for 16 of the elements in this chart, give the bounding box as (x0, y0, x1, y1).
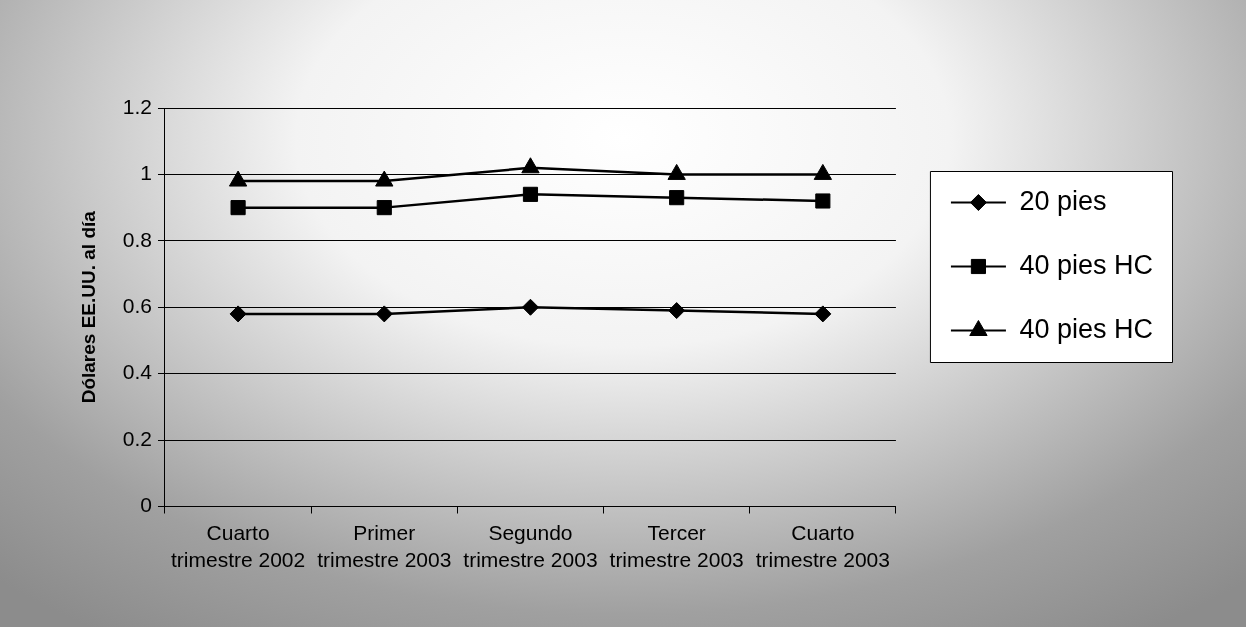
x-tick-label: Primer trimestre 2003 (317, 521, 452, 571)
x-tick-label: Segundo trimestre 2003 (463, 521, 598, 571)
legend-label: 40 pies HC (1019, 249, 1154, 280)
legend-label: 40 pies HC (1019, 313, 1154, 344)
x-tick-label: Tercer trimestre 2003 (609, 521, 744, 571)
y-tick-label: 0.2 (122, 426, 152, 450)
y-axis-title: Dólares EE.UU. al día (77, 210, 99, 404)
y-tick-label: 0.4 (122, 360, 153, 384)
y-tick-label: 1.2 (122, 94, 152, 118)
y-tick-label: 0 (140, 493, 152, 517)
legend-label: 20 pies (1019, 185, 1107, 216)
y-tick-label: 1 (140, 161, 152, 185)
y-tick-label: 0.8 (122, 227, 152, 251)
x-tick-label: Cuarto trimestre 2003 (755, 521, 890, 571)
y-tick-label: 0.6 (122, 294, 152, 318)
x-tick-label: Cuarto trimestre 2002 (170, 521, 306, 571)
